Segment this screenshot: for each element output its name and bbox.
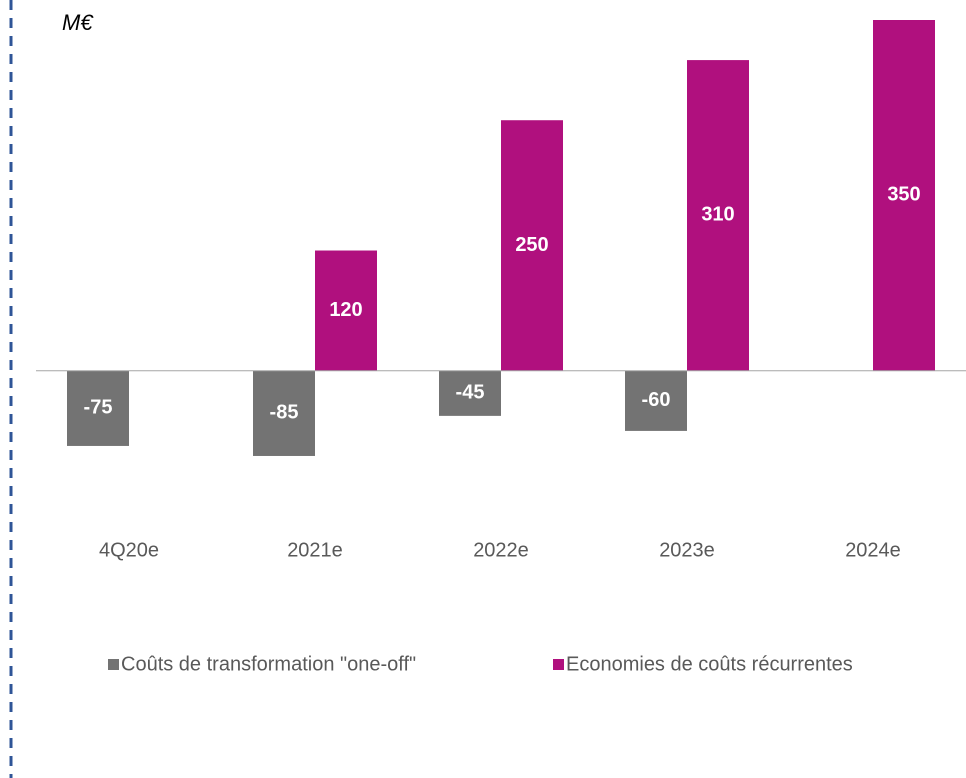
x-tick-label: 2024e <box>845 539 901 561</box>
data-label: -45 <box>456 382 485 404</box>
data-label: 350 <box>887 184 920 206</box>
bar <box>625 370 687 431</box>
x-tick-label: 2022e <box>473 539 529 561</box>
x-tick-label: 4Q20e <box>99 539 159 561</box>
chart-title: M€ <box>62 10 94 35</box>
data-label: 310 <box>701 204 734 226</box>
bar <box>315 250 377 371</box>
bar <box>501 120 563 371</box>
x-tick-label: 2021e <box>287 539 343 561</box>
data-label: 250 <box>515 234 548 256</box>
legend-label: Economies de coûts récurrentes <box>566 653 853 675</box>
bar <box>253 370 315 456</box>
data-label: 120 <box>329 299 362 321</box>
data-label: -75 <box>84 397 113 419</box>
data-label: -85 <box>270 402 299 424</box>
legend-swatch <box>108 659 119 670</box>
bar <box>873 20 935 371</box>
bar <box>67 370 129 446</box>
bar <box>439 370 501 416</box>
bar <box>687 60 749 371</box>
legend-label: Coûts de transformation "one-off" <box>121 653 416 675</box>
legend-swatch <box>553 659 564 670</box>
data-label: -60 <box>642 389 671 411</box>
x-tick-label: 2023e <box>659 539 715 561</box>
